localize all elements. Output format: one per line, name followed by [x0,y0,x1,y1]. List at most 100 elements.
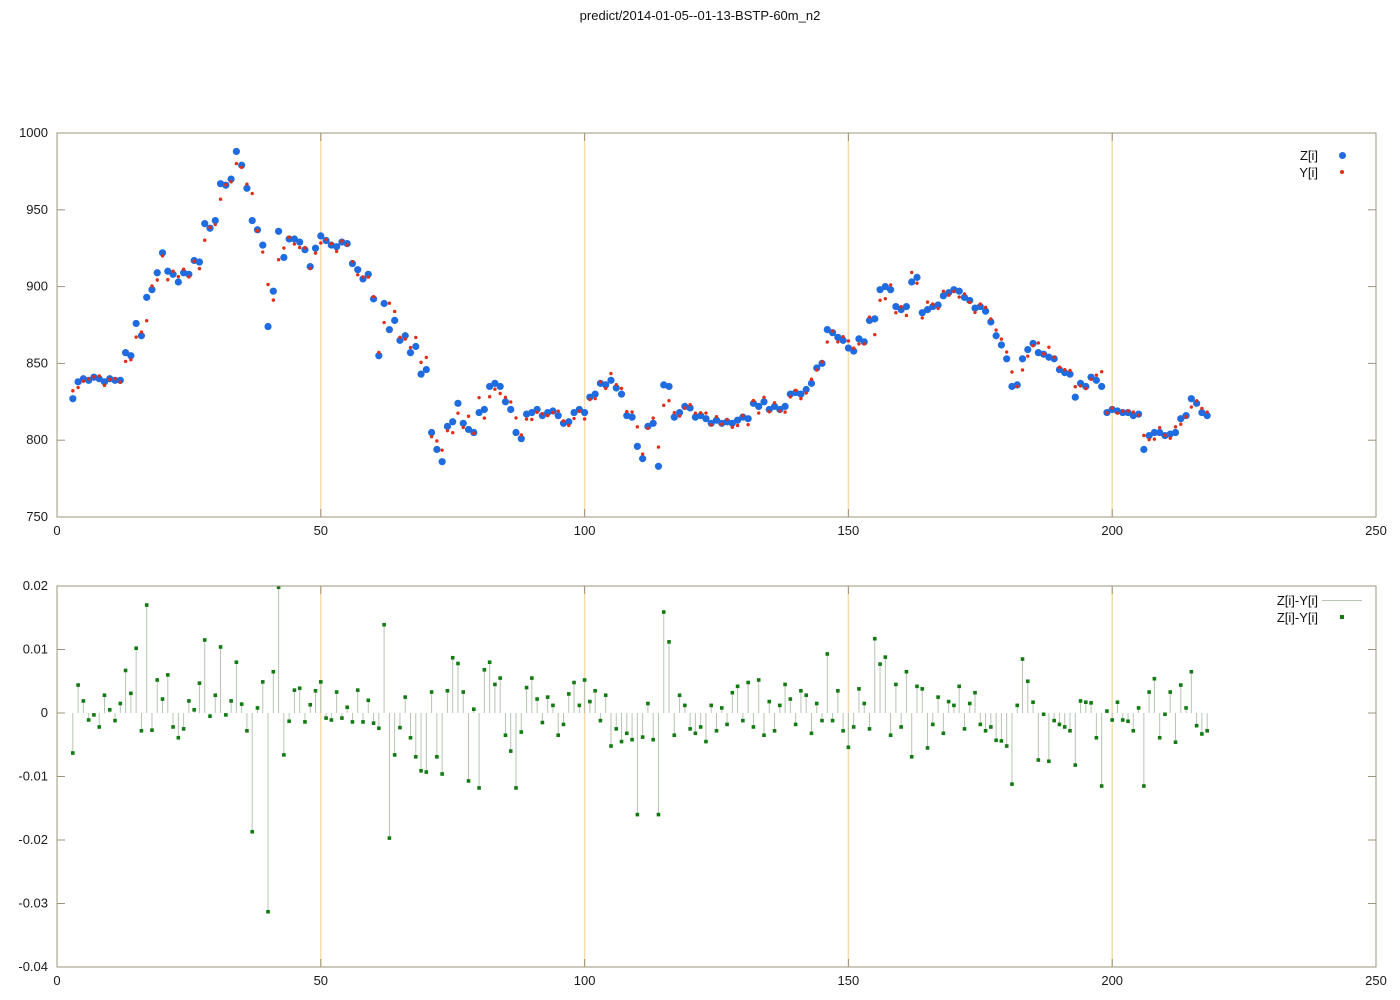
grid-lines [320,586,1113,967]
y-point [118,380,123,384]
y-point [577,409,582,413]
y-point [656,445,661,449]
z-point [422,365,430,374]
z-point [966,296,974,305]
z-point [1145,431,1153,440]
y-point [857,342,861,346]
diff-point [619,739,624,744]
diff-point [97,725,102,729]
z-point [116,376,124,384]
z-point [934,301,942,309]
diff-point [1020,657,1025,661]
y-point [878,298,882,302]
z-point [137,332,146,340]
z-point [554,412,562,420]
z-point [591,390,599,398]
diff-point [941,731,946,736]
z-point [997,341,1006,349]
diff-point [255,706,260,710]
y-point [187,275,191,279]
z-point [507,405,515,414]
diff-point [129,691,133,696]
diff-point [150,728,154,732]
diff-point [561,722,566,727]
z-point [417,370,425,378]
diff-point [1173,740,1178,745]
z-point [987,318,995,326]
x-tick-label: 50 [314,523,328,538]
diff-point [836,688,840,693]
y-point [313,251,318,255]
diff-point [440,772,444,776]
z-point [612,384,620,392]
y-point [456,411,460,415]
z-point [1198,408,1206,417]
diff-point [355,688,360,692]
diff-point [524,685,529,690]
legend-item-y: Y[i] [1299,164,1366,180]
x-tick-label: 50 [314,973,328,988]
y-point [862,342,866,346]
y-point [271,298,276,302]
y-point [830,329,835,333]
diff-point [155,678,160,682]
x-tick-label: 200 [1101,973,1123,988]
legend-marker-diff-points-icon [1318,615,1366,619]
diff-point [107,708,112,712]
diff-point [646,701,650,706]
y-point [788,395,793,399]
y-point [519,433,523,437]
z-point [1187,395,1195,403]
diff-point [730,690,735,695]
y-point [1131,410,1136,414]
y-point [319,241,323,245]
y-point [767,410,771,414]
diff-point [171,725,175,729]
diff-point [429,690,434,694]
x-tick-label: 150 [838,523,860,538]
y-point [1010,370,1014,374]
z-point [702,415,710,423]
diff-point [577,703,582,708]
z-point [406,349,415,357]
y-point [888,283,893,287]
diff-point [86,718,91,722]
diff-point [683,703,687,708]
diff-point [535,697,539,701]
y-point [815,368,819,372]
legend-top: Z[i] Y[i] [1299,147,1366,180]
diff-point [1110,718,1114,722]
diff-point [76,683,80,687]
diff-point [946,699,951,704]
y-tick-label: 0.02 [23,578,48,593]
diff-point [498,676,502,680]
y-point [218,197,223,201]
y-point [108,377,112,382]
y-point [973,310,977,315]
z-point [1193,399,1201,407]
y-point [698,411,703,415]
y-point [509,400,513,404]
diff-point [609,744,613,748]
z-point [876,286,884,294]
diff-point [967,701,972,706]
z-point [359,275,367,283]
y-point [952,289,956,294]
impulse-lines [72,587,1208,912]
diff-point [260,680,265,684]
z-point [486,382,494,391]
y-point [276,258,281,262]
z-point [512,428,520,437]
chart-title: predict/2014-01-05--01-13-BSTP-60m_n2 [579,8,821,23]
z-point [143,293,151,301]
diff-point [371,721,376,725]
z-point [317,232,325,240]
y-point [867,315,872,319]
y-point [424,355,429,360]
y-point [1126,409,1130,413]
z-point [887,286,895,294]
diff-point [1205,728,1209,733]
z-point [174,278,182,286]
diff-point [271,669,276,674]
y-point [604,386,608,391]
